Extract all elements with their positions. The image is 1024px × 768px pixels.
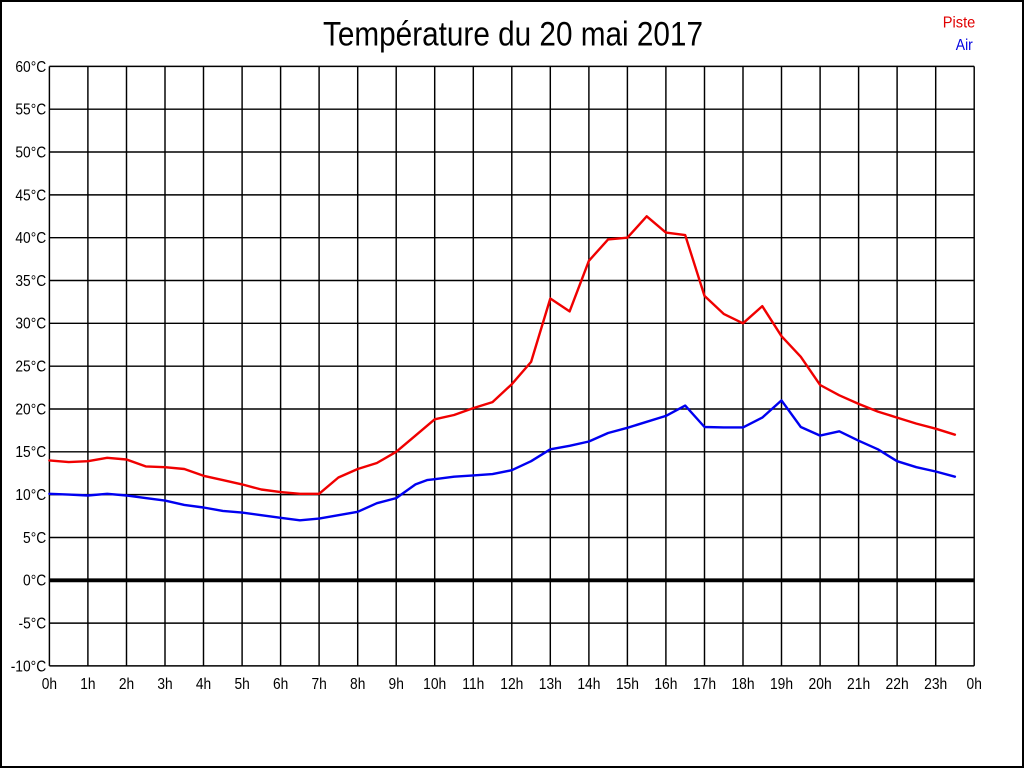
svg-text:16h: 16h <box>654 676 677 693</box>
svg-text:30°C: 30°C <box>15 316 46 333</box>
svg-text:25°C: 25°C <box>15 359 46 376</box>
svg-text:20h: 20h <box>809 676 832 693</box>
svg-text:0h: 0h <box>42 676 57 693</box>
svg-text:10h: 10h <box>423 676 446 693</box>
svg-text:Air: Air <box>956 37 973 54</box>
svg-text:8h: 8h <box>350 676 365 693</box>
svg-text:5°C: 5°C <box>23 530 46 547</box>
svg-text:9h: 9h <box>389 676 404 693</box>
svg-text:4h: 4h <box>196 676 211 693</box>
svg-text:22h: 22h <box>886 676 909 693</box>
svg-text:-10°C: -10°C <box>11 658 47 675</box>
svg-text:11h: 11h <box>462 676 484 693</box>
svg-text:Piste: Piste <box>943 14 976 31</box>
svg-text:55°C: 55°C <box>15 102 46 119</box>
svg-text:18h: 18h <box>731 676 754 693</box>
svg-text:10°C: 10°C <box>15 487 46 504</box>
svg-text:2h: 2h <box>119 676 134 693</box>
svg-text:19h: 19h <box>770 676 793 693</box>
svg-text:21h: 21h <box>847 676 870 693</box>
svg-text:15h: 15h <box>616 676 639 693</box>
svg-text:5h: 5h <box>234 676 249 693</box>
svg-text:50°C: 50°C <box>15 144 46 161</box>
svg-text:13h: 13h <box>539 676 562 693</box>
svg-text:0°C: 0°C <box>23 573 46 590</box>
svg-text:12h: 12h <box>500 676 523 693</box>
svg-text:35°C: 35°C <box>15 273 46 290</box>
svg-text:Température du 20 mai 2017: Température du 20 mai 2017 <box>323 16 703 54</box>
svg-text:45°C: 45°C <box>15 187 46 204</box>
svg-text:7h: 7h <box>311 676 326 693</box>
svg-text:20°C: 20°C <box>15 401 46 418</box>
svg-text:15°C: 15°C <box>15 444 46 461</box>
svg-text:40°C: 40°C <box>15 230 46 247</box>
svg-text:60°C: 60°C <box>15 59 46 76</box>
svg-text:3h: 3h <box>157 676 172 693</box>
svg-text:0h: 0h <box>967 676 982 693</box>
svg-text:17h: 17h <box>693 676 716 693</box>
svg-text:23h: 23h <box>924 676 947 693</box>
svg-text:1h: 1h <box>80 676 95 693</box>
svg-text:6h: 6h <box>273 676 288 693</box>
svg-text:14h: 14h <box>577 676 600 693</box>
svg-text:-5°C: -5°C <box>19 616 47 633</box>
